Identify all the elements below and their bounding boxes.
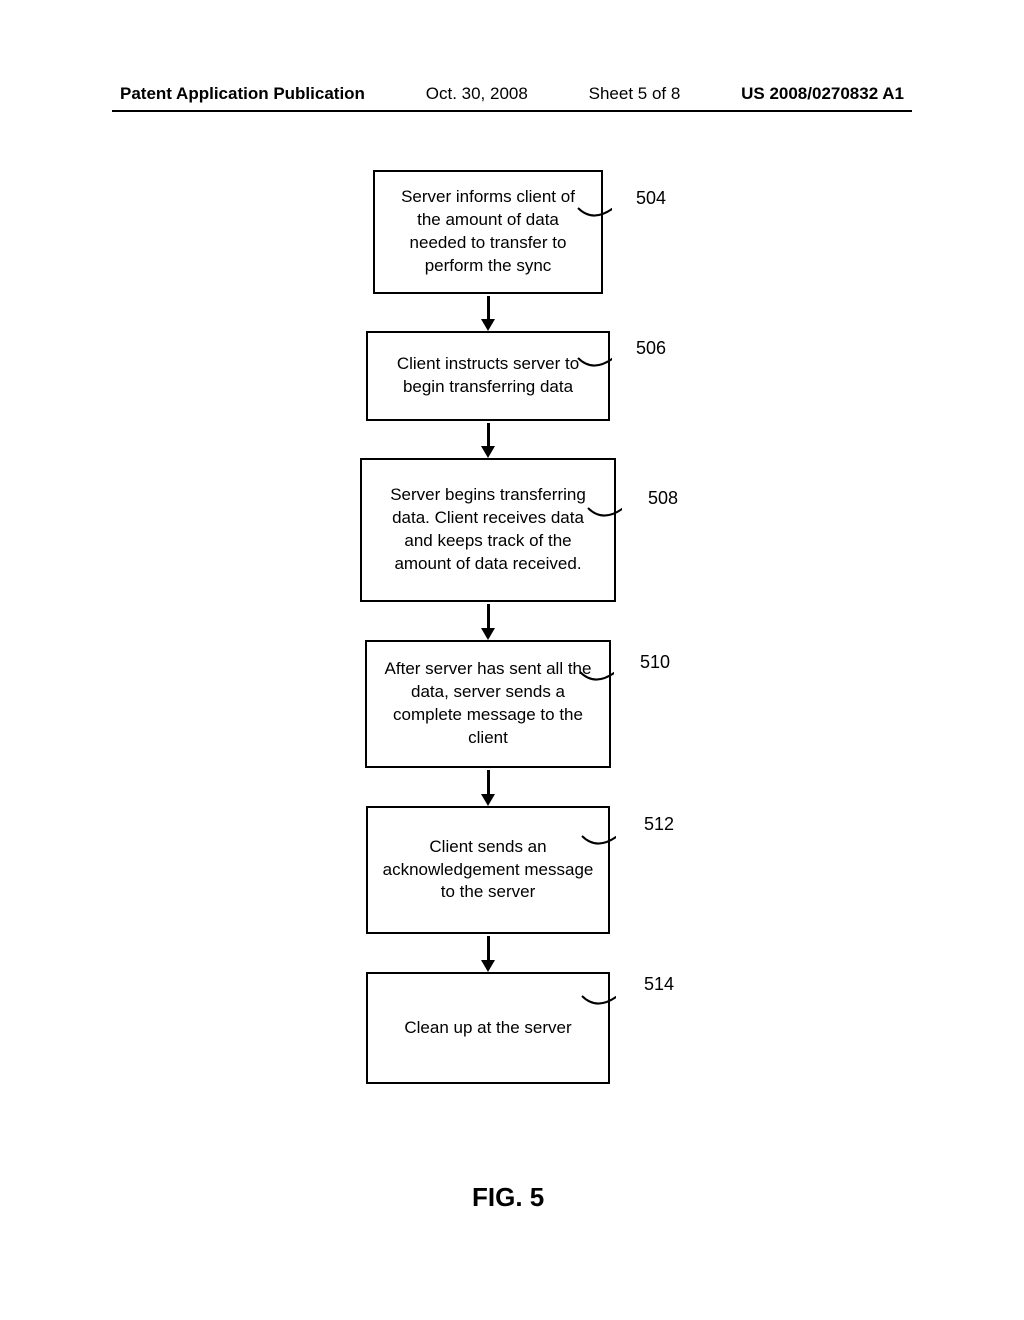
publication-date: Oct. 30, 2008: [426, 84, 528, 104]
sheet-info: Sheet 5 of 8: [589, 84, 681, 104]
header-rule: [112, 110, 912, 112]
flow-step-ref-506: 506: [636, 338, 666, 359]
flow-arrow-shaft-0: [487, 296, 490, 321]
figure-caption: FIG. 5: [472, 1182, 544, 1213]
flow-arrow-head-0: [481, 319, 495, 331]
flow-step-ref-512: 512: [644, 814, 674, 835]
flow-arrow-shaft-1: [487, 423, 490, 448]
flow-step-510: After server has sent all the data, serv…: [365, 640, 611, 768]
publication-label: Patent Application Publication: [120, 84, 365, 104]
flow-step-ref-510: 510: [640, 652, 670, 673]
flow-step-508: Server begins transferring data. Client …: [360, 458, 616, 602]
flow-arrow-shaft-2: [487, 604, 490, 630]
page-header: Patent Application Publication Oct. 30, …: [0, 84, 1024, 104]
flow-step-514: Clean up at the server: [366, 972, 610, 1084]
flow-arrow-shaft-4: [487, 936, 490, 962]
flow-step-text: Server begins transferring data. Client …: [376, 484, 600, 576]
flow-step-text: Client sends an acknowledgement message …: [382, 836, 594, 905]
flow-step-506: Client instructs server to begin transfe…: [366, 331, 610, 421]
flow-step-text: Client instructs server to begin transfe…: [382, 353, 594, 399]
flow-step-504: Server informs client of the amount of d…: [373, 170, 603, 294]
flow-step-ref-504: 504: [636, 188, 666, 209]
flow-step-ref-514: 514: [644, 974, 674, 995]
flow-arrow-head-3: [481, 794, 495, 806]
flow-step-512: Client sends an acknowledgement message …: [366, 806, 610, 934]
flow-arrow-head-4: [481, 960, 495, 972]
publication-number: US 2008/0270832 A1: [741, 84, 904, 104]
flow-step-ref-508: 508: [648, 488, 678, 509]
flow-step-text: Clean up at the server: [404, 1017, 571, 1040]
flow-step-text: After server has sent all the data, serv…: [381, 658, 595, 750]
flow-arrow-shaft-3: [487, 770, 490, 796]
flow-arrow-head-1: [481, 446, 495, 458]
flow-arrow-head-2: [481, 628, 495, 640]
flow-step-text: Server informs client of the amount of d…: [389, 186, 587, 278]
